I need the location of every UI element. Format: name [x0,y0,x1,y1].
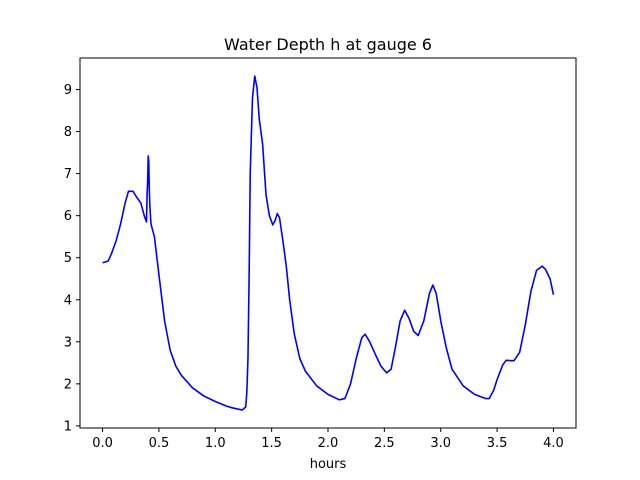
x-axis-title: hours [310,457,347,472]
y-axis: 1 2 3 4 5 6 7 8 9 [64,83,80,434]
x-tick-label: 0.0 [92,436,113,451]
y-tick-label: 1 [64,419,72,434]
x-tick-label: 1.5 [261,436,282,451]
x-tick-label: 3.0 [430,436,451,451]
series-layer [102,75,555,411]
y-tick-label: 2 [64,377,72,392]
x-tick-label: 2.0 [318,436,339,451]
plot-area: 0.0 0.5 1.0 1.5 2.0 2.5 3.0 3.5 4.0 1 2 3 4 5 6 7 8 9 [64,57,577,451]
x-tick-label: 3.5 [487,436,508,451]
y-tick-label: 3 [64,335,72,350]
y-tick-label: 5 [64,251,72,266]
y-tick-label: 9 [64,83,72,98]
y-tick-label: 6 [64,209,72,224]
x-tick-label: 4.0 [543,436,564,451]
chart-title: Water Depth h at gauge 6 [224,35,432,54]
x-tick-label: 1.0 [205,436,226,451]
x-axis: 0.0 0.5 1.0 1.5 2.0 2.5 3.0 3.5 4.0 [92,428,564,451]
series-line-0 [102,75,555,411]
y-tick-label: 7 [64,167,72,182]
y-tick-label: 4 [64,293,72,308]
x-tick-label: 2.5 [374,436,395,451]
y-tick-label: 8 [64,125,72,140]
x-tick-label: 0.5 [149,436,170,451]
